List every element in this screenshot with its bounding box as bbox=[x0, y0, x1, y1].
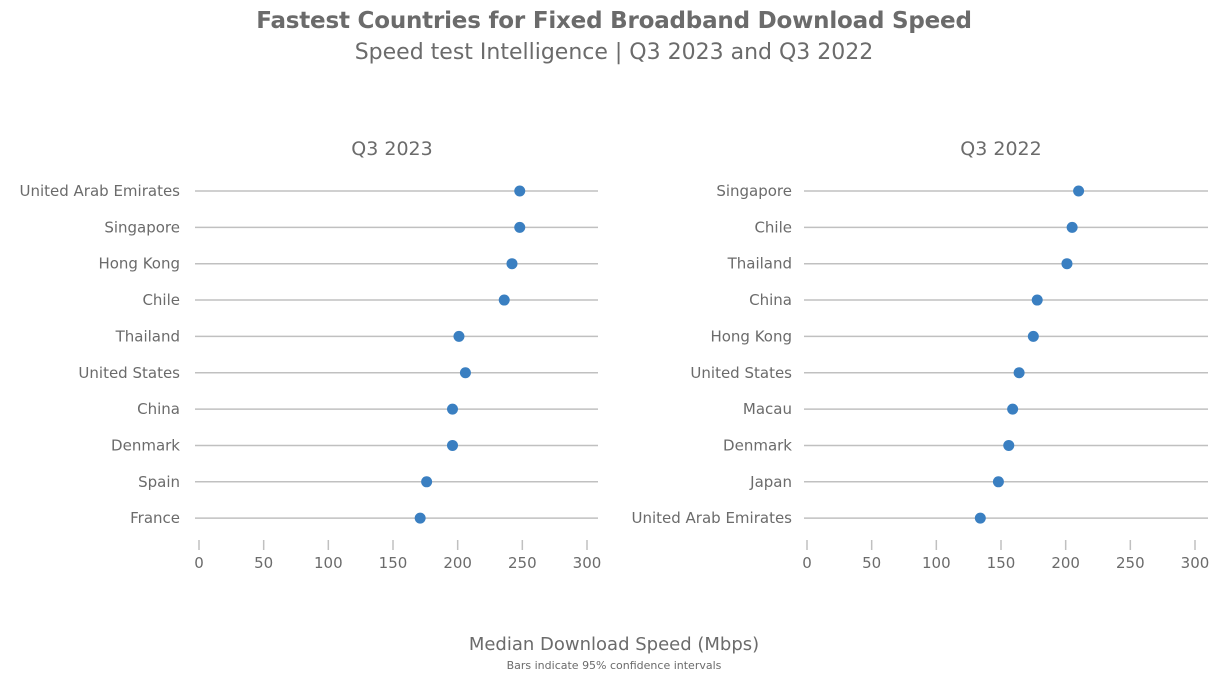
data-point bbox=[414, 512, 426, 524]
data-point bbox=[459, 367, 471, 379]
data-point bbox=[498, 294, 510, 306]
data-point bbox=[446, 439, 458, 451]
category-label: Singapore bbox=[716, 182, 792, 200]
category-label: Hong Kong bbox=[98, 255, 180, 273]
x-tick-label: 250 bbox=[508, 554, 537, 572]
data-point bbox=[1031, 294, 1043, 306]
x-tick-label: 0 bbox=[194, 554, 204, 572]
data-point bbox=[453, 330, 465, 342]
category-label: Denmark bbox=[111, 436, 180, 454]
x-tick-label: 250 bbox=[1116, 554, 1145, 572]
x-axis-label: Median Download Speed (Mbps) bbox=[468, 634, 760, 655]
data-point bbox=[506, 258, 518, 270]
chart-title: Fastest Countries for Fixed Broadband Do… bbox=[256, 8, 972, 34]
panel-0: Q3 2023 United Arab Emirates Singapore Hong… bbox=[19, 138, 601, 572]
data-point bbox=[1066, 221, 1078, 233]
x-tick-label: 300 bbox=[573, 554, 602, 572]
category-label: United Arab Emirates bbox=[19, 182, 180, 200]
x-tick-label: 150 bbox=[987, 554, 1016, 572]
category-label: United States bbox=[690, 364, 792, 382]
category-label: Thailand bbox=[727, 255, 792, 273]
data-point bbox=[1003, 439, 1015, 451]
category-label: China bbox=[749, 291, 792, 309]
x-tick-label: 0 bbox=[802, 554, 812, 572]
data-point bbox=[1061, 258, 1073, 270]
x-tick-label: 50 bbox=[254, 554, 273, 572]
data-point bbox=[421, 476, 433, 488]
data-point bbox=[514, 221, 526, 233]
category-label: United States bbox=[78, 364, 180, 382]
category-label: China bbox=[137, 400, 180, 418]
x-tick-label: 200 bbox=[1051, 554, 1080, 572]
x-tick-label: 150 bbox=[379, 554, 408, 572]
data-point bbox=[446, 403, 458, 415]
data-point bbox=[514, 185, 526, 197]
category-label: Singapore bbox=[104, 218, 180, 236]
data-point bbox=[1027, 330, 1039, 342]
panel-1: Q3 2022 Singapore Chile Thailand China Hong K… bbox=[631, 138, 1209, 572]
category-label: Denmark bbox=[723, 436, 792, 454]
data-point bbox=[1007, 403, 1019, 415]
category-label: Hong Kong bbox=[710, 327, 792, 345]
x-tick-label: 300 bbox=[1181, 554, 1210, 572]
data-point bbox=[1013, 367, 1025, 379]
category-label: United Arab Emirates bbox=[631, 509, 792, 527]
category-label: Macau bbox=[743, 400, 792, 418]
footnote: Bars indicate 95% confidence intervals bbox=[506, 659, 722, 672]
category-label: Spain bbox=[138, 473, 180, 491]
x-tick-label: 50 bbox=[862, 554, 881, 572]
x-tick-label: 100 bbox=[314, 554, 343, 572]
x-tick-label: 100 bbox=[922, 554, 951, 572]
data-point bbox=[974, 512, 986, 524]
panel-title: Q3 2023 bbox=[351, 138, 432, 160]
category-label: Thailand bbox=[115, 327, 180, 345]
panel-title: Q3 2022 bbox=[960, 138, 1041, 160]
x-tick-label: 200 bbox=[443, 554, 472, 572]
category-label: Chile bbox=[142, 291, 180, 309]
category-label: Chile bbox=[754, 218, 792, 236]
category-label: France bbox=[130, 509, 180, 527]
data-point bbox=[1073, 185, 1085, 197]
category-label: Japan bbox=[749, 473, 792, 491]
data-point bbox=[992, 476, 1004, 488]
chart-subtitle: Speed test Intelligence | Q3 2023 and Q3… bbox=[354, 40, 874, 65]
